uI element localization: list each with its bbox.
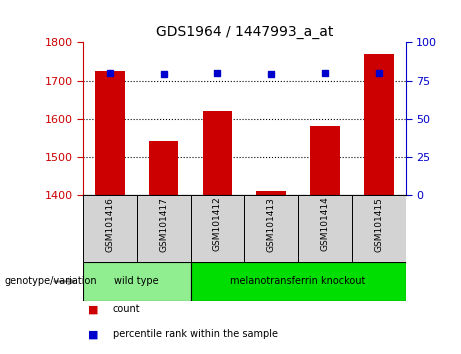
Bar	[137, 195, 190, 262]
Bar	[364, 54, 394, 195]
Bar	[190, 262, 406, 301]
Text: GSM101417: GSM101417	[159, 197, 168, 252]
Text: GSM101414: GSM101414	[320, 197, 330, 251]
Bar	[95, 71, 124, 195]
Text: GSM101416: GSM101416	[106, 197, 114, 252]
Bar	[298, 195, 352, 262]
Text: GSM101413: GSM101413	[267, 197, 276, 252]
Text: GSM101412: GSM101412	[213, 197, 222, 251]
Text: melanotransferrin knockout: melanotransferrin knockout	[230, 276, 366, 286]
Text: ■: ■	[88, 304, 98, 314]
Text: count: count	[113, 304, 141, 314]
Text: percentile rank within the sample: percentile rank within the sample	[113, 329, 278, 339]
Bar	[310, 126, 340, 195]
Text: GSM101415: GSM101415	[374, 197, 383, 252]
Bar	[256, 191, 286, 195]
Bar	[83, 262, 190, 301]
Bar	[352, 195, 406, 262]
Bar	[83, 195, 137, 262]
Text: ■: ■	[88, 329, 98, 339]
Bar	[203, 111, 232, 195]
Bar	[190, 195, 244, 262]
Text: wild type: wild type	[114, 276, 159, 286]
Bar	[244, 195, 298, 262]
Title: GDS1964 / 1447993_a_at: GDS1964 / 1447993_a_at	[156, 25, 333, 39]
Text: genotype/variation: genotype/variation	[5, 276, 97, 286]
Bar	[149, 141, 178, 195]
